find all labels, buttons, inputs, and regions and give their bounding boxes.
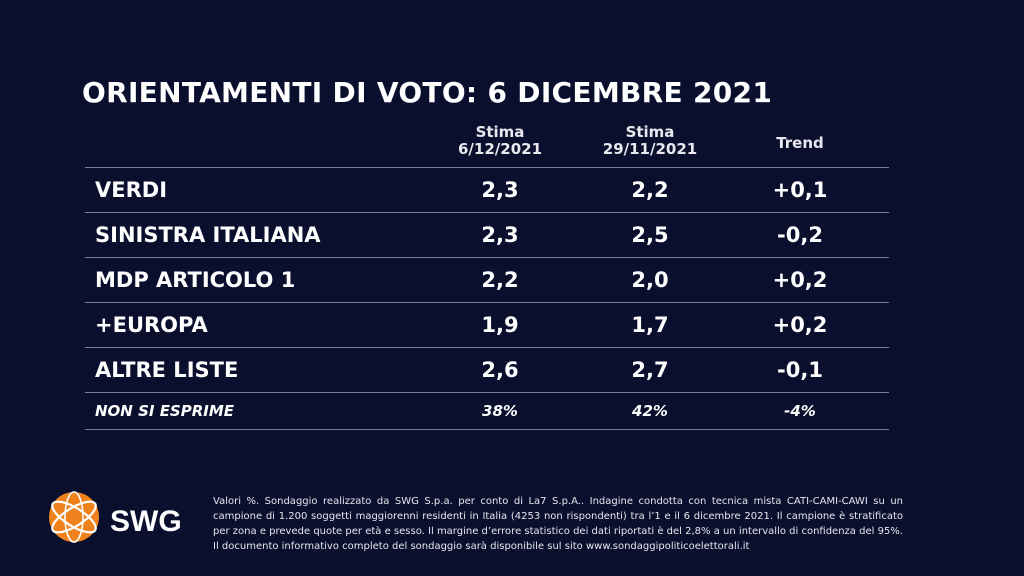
value-trend: +0,1 — [772, 178, 828, 202]
column-header-line: Stima — [475, 123, 525, 141]
methodology-note: Valori %. Sondaggio realizzato da SWG S.… — [213, 496, 903, 552]
value-previous: 2,0 — [631, 268, 669, 292]
party-name: ALTRE LISTE — [95, 358, 239, 382]
party-name: +EUROPA — [95, 313, 208, 337]
column-header-trend: Trend — [735, 135, 865, 152]
value-previous: 2,2 — [631, 178, 669, 202]
swg-logo: SWG — [42, 487, 202, 547]
swg-globe-icon: SWG — [49, 491, 182, 543]
table-row-non-si-esprime: NON SI ESPRIME 38% 42% -4% — [85, 393, 889, 430]
value-current: 2,2 — [481, 268, 519, 292]
table-row: VERDI 2,3 2,2 +0,1 — [85, 168, 889, 213]
column-header-stima-previous: Stima 29/11/2021 — [580, 124, 720, 158]
column-header-line: 29/11/2021 — [602, 140, 698, 158]
value-previous: 1,7 — [631, 313, 669, 337]
table-header: Stima 6/12/2021 Stima 29/11/2021 Trend — [85, 122, 889, 168]
value-trend: -0,1 — [777, 358, 823, 382]
party-name: SINISTRA ITALIANA — [95, 223, 321, 247]
column-header-line: 6/12/2021 — [457, 140, 543, 158]
poll-table: Stima 6/12/2021 Stima 29/11/2021 Trend V… — [85, 122, 889, 430]
party-name: NON SI ESPRIME — [95, 402, 235, 420]
value-trend: +0,2 — [772, 313, 828, 337]
table-row: MDP ARTICOLO 1 2,2 2,0 +0,2 — [85, 258, 889, 303]
party-name: VERDI — [95, 178, 168, 202]
value-previous: 2,7 — [631, 358, 669, 382]
table-row: SINISTRA ITALIANA 2,3 2,5 -0,2 — [85, 213, 889, 258]
value-previous: 42% — [632, 402, 668, 420]
value-previous: 2,5 — [631, 223, 669, 247]
value-trend: -0,2 — [777, 223, 823, 247]
value-current: 2,3 — [481, 178, 519, 202]
column-header-stima-current: Stima 6/12/2021 — [430, 124, 570, 158]
column-header-line: Stima — [625, 123, 675, 141]
value-trend: -4% — [784, 402, 816, 420]
logo-text: SWG — [110, 505, 182, 538]
value-current: 2,3 — [481, 223, 519, 247]
column-header-line: Trend — [776, 134, 824, 152]
value-current: 1,9 — [481, 313, 519, 337]
value-current: 2,6 — [481, 358, 519, 382]
value-trend: +0,2 — [772, 268, 828, 292]
value-current: 38% — [482, 402, 518, 420]
party-name: MDP ARTICOLO 1 — [95, 268, 296, 292]
page-title: ORIENTAMENTI DI VOTO: 6 DICEMBRE 2021 — [82, 76, 773, 109]
table-row: +EUROPA 1,9 1,7 +0,2 — [85, 303, 889, 348]
table-row: ALTRE LISTE 2,6 2,7 -0,1 — [85, 348, 889, 393]
